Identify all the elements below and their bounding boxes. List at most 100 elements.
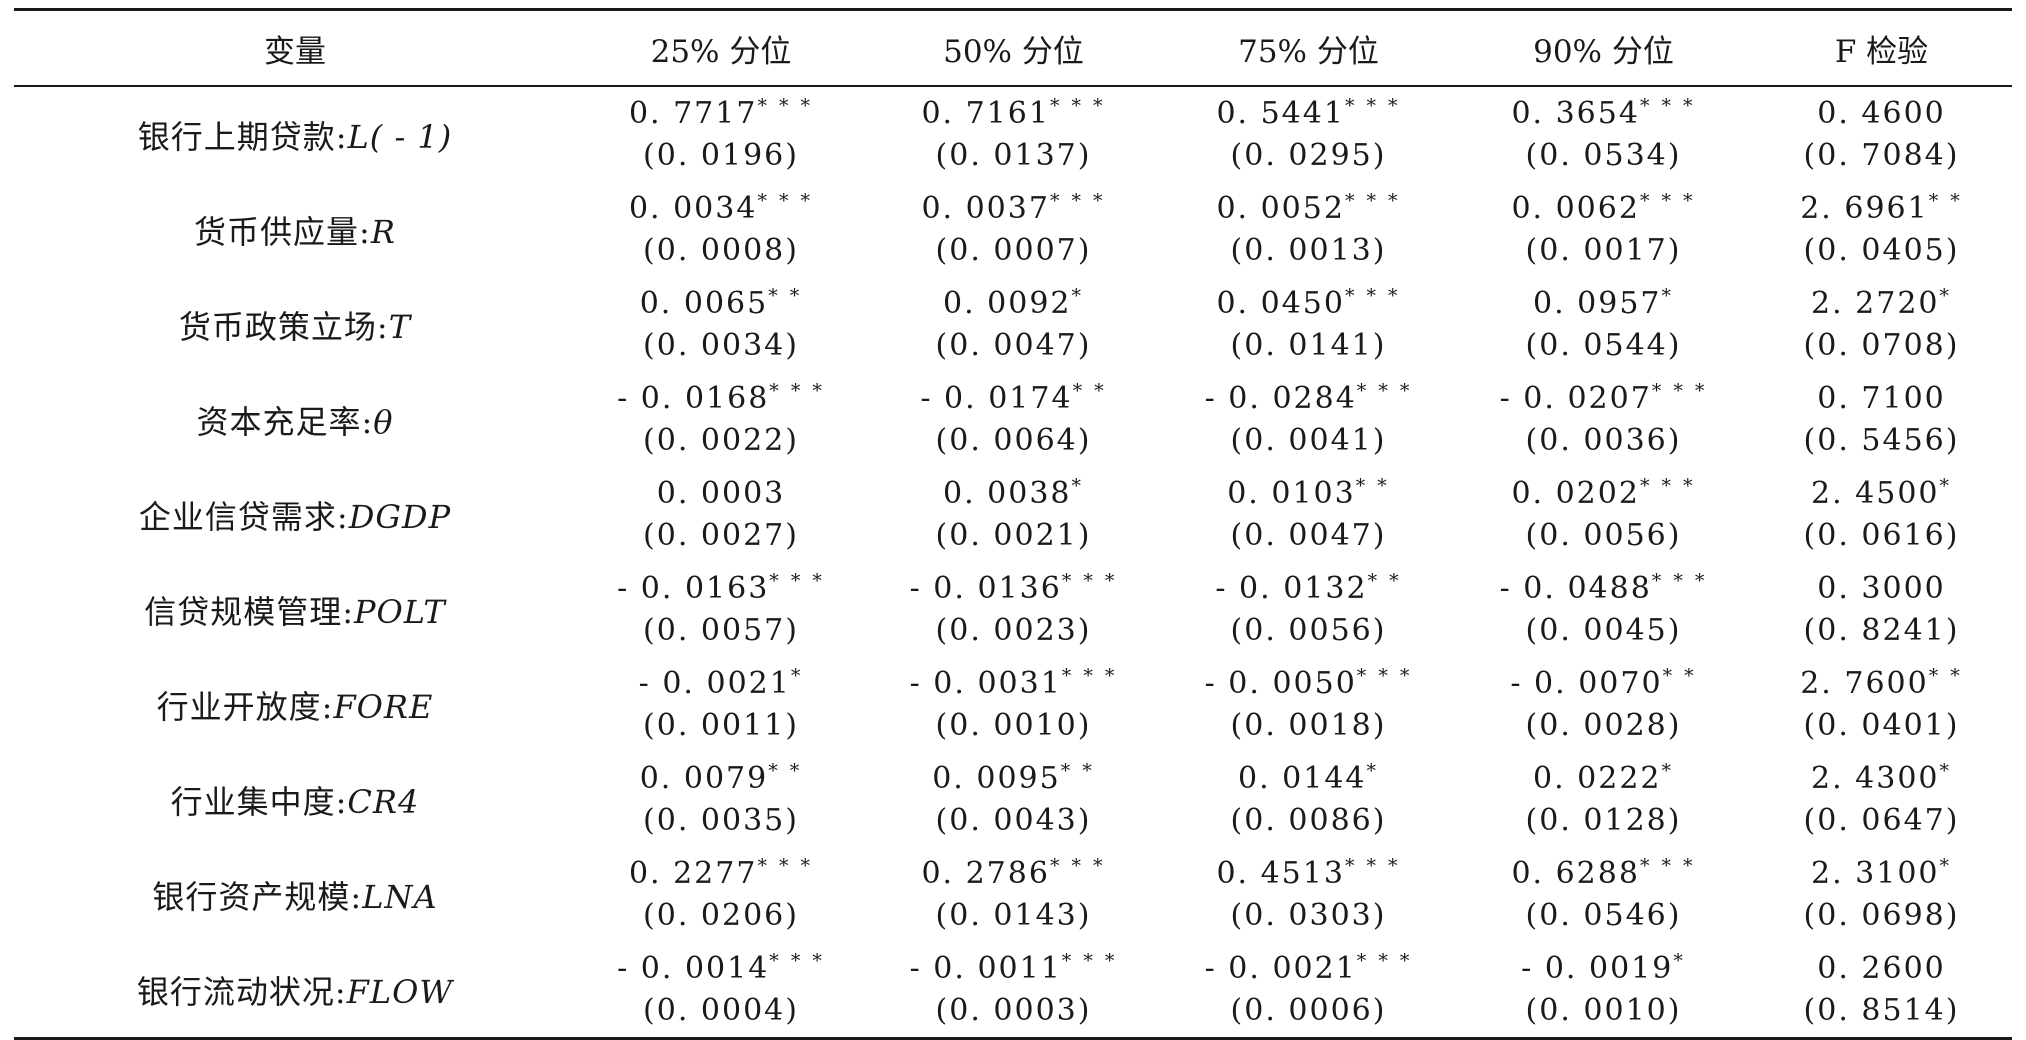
- standard-error: (0. 0616): [1803, 517, 1960, 553]
- coefficient: 0. 0038*: [866, 473, 1161, 515]
- cell-q25: - 0. 0021* (0. 0011): [576, 657, 866, 752]
- standard-error: (0. 0047): [935, 327, 1092, 363]
- standard-error: (0. 0004): [643, 992, 799, 1028]
- variable-label: 货币供应量:: [194, 212, 371, 251]
- significance-stars: * *: [1355, 474, 1390, 497]
- significance-stars: * * *: [769, 569, 825, 592]
- cell-q90: 0. 0957* (0. 0544): [1456, 277, 1751, 372]
- significance-stars: * *: [1060, 759, 1095, 782]
- cell-q90: - 0. 0207* * * (0. 0036): [1456, 372, 1751, 467]
- coefficient-value: 0. 0222: [1532, 760, 1662, 796]
- standard-error: (0. 0013): [1230, 232, 1387, 268]
- standard-error: (0. 0043): [935, 802, 1092, 838]
- coefficient: 0. 0003: [576, 473, 866, 515]
- coefficient: 0. 0037* * *: [866, 188, 1161, 230]
- standard-error: (0. 0056): [1525, 517, 1682, 553]
- coefficient-value: 2. 4500: [1810, 475, 1940, 511]
- standard-error: (0. 0008): [643, 232, 799, 268]
- cell-q25: - 0. 0168* * * (0. 0022): [576, 372, 866, 467]
- coefficient-value: - 0. 0168: [617, 380, 770, 416]
- standard-error: (0. 0011): [643, 707, 799, 743]
- cell-q50: 0. 7161* * * (0. 0137): [866, 87, 1161, 182]
- cell-q90: - 0. 0019* (0. 0010): [1456, 942, 1751, 1037]
- standard-error: (0. 0086): [1230, 802, 1387, 838]
- coefficient: - 0. 0021* * *: [1161, 948, 1456, 990]
- cell-q75: - 0. 0284* * * (0. 0041): [1161, 372, 1456, 467]
- standard-error: (0. 0010): [1525, 992, 1682, 1028]
- standard-error: (0. 0057): [643, 612, 799, 648]
- variable-symbol: θ: [373, 402, 394, 441]
- cell-q25: 0. 0079* * (0. 0035): [576, 752, 866, 847]
- significance-stars: *: [1939, 759, 1952, 782]
- standard-error: (0. 0128): [1525, 802, 1682, 838]
- cell-q25: 0. 7717* * * (0. 0196): [576, 87, 866, 182]
- variable-label: 货币政策立场:: [178, 307, 389, 346]
- cell-q90: - 0. 0070* * (0. 0028): [1456, 657, 1751, 752]
- significance-stars: * * *: [757, 189, 814, 212]
- cell-q90: 0. 6288* * * (0. 0546): [1456, 847, 1751, 942]
- table-row: 行业集中度:CR4 0. 0079* * (0. 0035) 0. 0095* * (0…: [14, 752, 2012, 847]
- standard-error: (0. 5456): [1803, 422, 1960, 458]
- coefficient-value: 0. 5441: [1216, 95, 1345, 131]
- cell-q50: - 0. 0031* * * (0. 0010): [866, 657, 1161, 752]
- cell-q90: 0. 0222* (0. 0128): [1456, 752, 1751, 847]
- coefficient: 0. 0450* * *: [1161, 283, 1456, 325]
- significance-stars: * * *: [1344, 94, 1401, 117]
- standard-error: (0. 0141): [1230, 327, 1387, 363]
- cell-f-test: 0. 3000 (0. 8241): [1751, 562, 2012, 657]
- coefficient: - 0. 0021*: [576, 663, 866, 705]
- significance-stars: * * *: [1049, 189, 1106, 212]
- significance-stars: * * *: [1061, 569, 1118, 592]
- variable-symbol: LNA: [362, 877, 438, 916]
- coefficient-value: 0. 0095: [932, 760, 1061, 796]
- variable-cell: 货币政策立场:T: [14, 277, 576, 372]
- standard-error: (0. 0045): [1525, 612, 1682, 648]
- cell-f-test: 2. 4300* (0. 0647): [1751, 752, 2012, 847]
- significance-stars: * * *: [1651, 379, 1708, 402]
- coefficient-value: 0. 7161: [921, 95, 1050, 131]
- significance-stars: * * *: [1639, 94, 1696, 117]
- coefficient: - 0. 0207* * *: [1456, 378, 1751, 420]
- cell-q50: - 0. 0174* * (0. 0064): [866, 372, 1161, 467]
- standard-error: (0. 0022): [643, 422, 799, 458]
- table-row: 银行资产规模:LNA 0. 2277* * * (0. 0206) 0. 2786* …: [14, 847, 2012, 942]
- coefficient: 0. 0034* * *: [576, 188, 866, 230]
- standard-error: (0. 0064): [935, 422, 1092, 458]
- cell-q90: - 0. 0488* * * (0. 0045): [1456, 562, 1751, 657]
- standard-error: (0. 0698): [1803, 897, 1960, 933]
- coefficient-value: - 0. 0132: [1215, 570, 1368, 606]
- coefficient: 2. 2720*: [1751, 283, 2012, 325]
- cell-q75: - 0. 0021* * * (0. 0006): [1161, 942, 1456, 1037]
- coefficient-value: 2. 4300: [1810, 760, 1940, 796]
- cell-q50: - 0. 0011* * * (0. 0003): [866, 942, 1161, 1037]
- standard-error: (0. 0708): [1803, 327, 1960, 363]
- significance-stars: * * *: [1061, 949, 1118, 972]
- coefficient-value: 0. 0052: [1216, 190, 1345, 226]
- standard-error: (0. 0206): [643, 897, 799, 933]
- cell-f-test: 0. 4600 (0. 7084): [1751, 87, 2012, 182]
- table-row: 银行上期贷款:L( - 1) 0. 7717* * * (0. 0196) 0. 71…: [14, 87, 2012, 182]
- coefficient-value: 0. 0103: [1227, 475, 1356, 511]
- coefficient: 0. 0957*: [1456, 283, 1751, 325]
- coefficient-value: 0. 7100: [1817, 380, 1946, 416]
- significance-stars: * * *: [1356, 949, 1413, 972]
- cell-q75: 0. 0144* (0. 0086): [1161, 752, 1456, 847]
- coefficient-value: 2. 7600: [1800, 665, 1929, 701]
- variable-label: 银行资产规模:: [152, 877, 363, 916]
- significance-stars: * *: [1367, 569, 1402, 592]
- standard-error: (0. 0018): [1230, 707, 1387, 743]
- cell-q75: 0. 4513* * * (0. 0303): [1161, 847, 1456, 942]
- coefficient-value: - 0. 0174: [920, 380, 1073, 416]
- coefficient: 0. 0202* * *: [1456, 473, 1751, 515]
- cell-f-test: 2. 6961* * (0. 0405): [1751, 182, 2012, 277]
- cell-q50: 0. 0092* (0. 0047): [866, 277, 1161, 372]
- significance-stars: * * *: [1061, 664, 1118, 687]
- standard-error: (0. 0295): [1230, 137, 1387, 173]
- cell-q50: 0. 0095* * (0. 0043): [866, 752, 1161, 847]
- coefficient-value: - 0. 0070: [1510, 665, 1663, 701]
- coefficient-value: 0. 2600: [1817, 950, 1946, 986]
- coefficient-value: 0. 0092: [942, 285, 1072, 321]
- standard-error: (0. 0036): [1525, 422, 1682, 458]
- cell-f-test: 0. 2600 (0. 8514): [1751, 942, 2012, 1037]
- cell-q25: 0. 0065* * (0. 0034): [576, 277, 866, 372]
